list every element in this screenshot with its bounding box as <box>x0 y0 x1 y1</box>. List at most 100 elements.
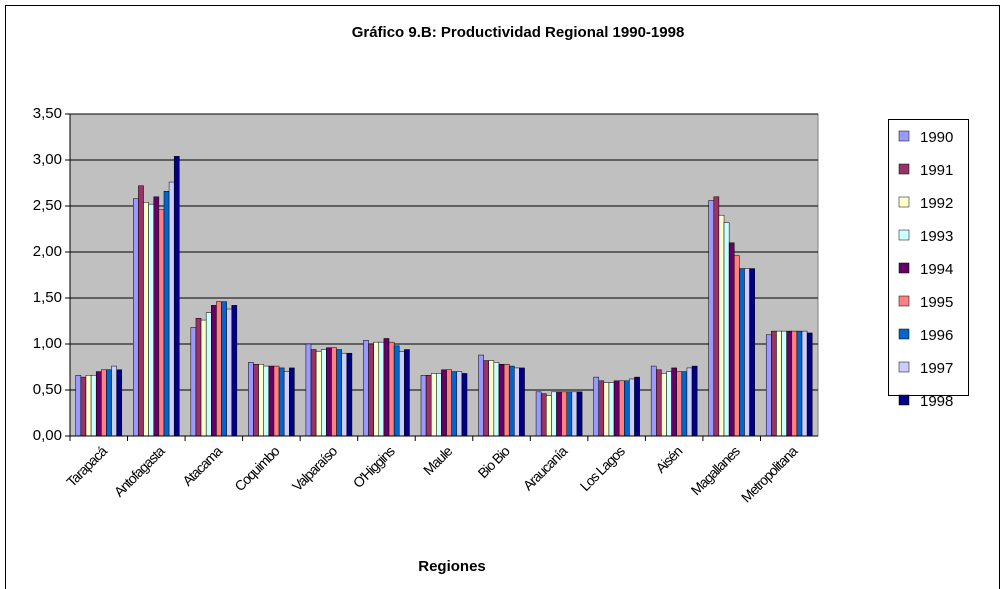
legend-label: 1992 <box>920 195 953 212</box>
bar <box>404 349 410 437</box>
bar <box>436 373 442 437</box>
y-tick-label: 0,00 <box>33 427 62 444</box>
bar <box>195 317 202 437</box>
bar <box>713 196 720 437</box>
bar <box>576 391 583 437</box>
legend-label: 1993 <box>920 228 953 245</box>
bar <box>744 268 750 437</box>
legend-swatch <box>898 130 910 142</box>
bar <box>718 214 725 437</box>
bar <box>446 369 452 437</box>
bar <box>739 268 745 437</box>
bar <box>143 202 149 437</box>
bar <box>666 371 672 437</box>
bar <box>451 371 458 437</box>
bar <box>430 373 437 437</box>
bar <box>388 341 395 437</box>
bar <box>483 360 490 437</box>
legend-label: 1996 <box>920 327 953 344</box>
bar <box>363 340 369 437</box>
y-tick-label: 1,50 <box>33 289 62 306</box>
bar <box>571 391 578 437</box>
legend-swatch <box>898 295 910 307</box>
bar <box>289 367 295 437</box>
legend-label: 1995 <box>920 294 953 311</box>
legend-swatch <box>898 361 910 373</box>
bar <box>656 369 662 437</box>
bar <box>101 369 107 437</box>
bar <box>90 375 97 437</box>
bar <box>273 365 280 437</box>
y-tick-label: 2,50 <box>33 197 62 214</box>
bar <box>383 338 390 437</box>
bar <box>148 203 155 437</box>
bar <box>493 362 500 437</box>
bar <box>661 373 667 437</box>
bar <box>566 391 573 437</box>
bar <box>398 351 405 437</box>
bar <box>315 351 322 437</box>
x-axis-title: Regiones <box>418 558 486 575</box>
legend-swatch <box>898 394 910 406</box>
bar <box>618 380 625 437</box>
bar <box>776 330 782 437</box>
bar <box>268 365 275 437</box>
bar <box>681 371 688 437</box>
bar <box>278 367 285 437</box>
bar <box>551 391 557 437</box>
bar <box>498 363 505 437</box>
bar <box>749 268 755 437</box>
bar <box>221 301 227 437</box>
bar <box>253 363 259 437</box>
bar <box>535 391 542 437</box>
bar <box>80 376 87 437</box>
bar <box>561 391 567 437</box>
bar <box>514 367 520 437</box>
bar <box>781 330 787 437</box>
bar <box>765 334 772 437</box>
bar <box>111 365 117 437</box>
bar <box>691 365 698 437</box>
bar <box>116 369 123 437</box>
bar <box>488 360 495 437</box>
bar <box>478 354 484 437</box>
bar <box>598 380 605 437</box>
bar <box>801 330 808 437</box>
bar <box>519 367 525 437</box>
legend-label: 1990 <box>920 129 953 146</box>
bar <box>420 375 427 437</box>
legend-swatch <box>898 163 910 175</box>
bar <box>346 352 353 437</box>
bar <box>85 375 92 437</box>
legend-label: 1998 <box>920 393 953 410</box>
bar <box>173 156 180 437</box>
bar <box>138 185 144 437</box>
legend-swatch <box>898 262 910 274</box>
bar <box>158 209 165 437</box>
bar <box>331 347 337 437</box>
bar <box>503 363 510 437</box>
bar <box>336 349 342 437</box>
bar <box>326 347 332 437</box>
bar <box>153 196 160 437</box>
bar <box>603 382 610 437</box>
y-tick-label: 3,00 <box>33 151 62 168</box>
bar <box>556 391 562 437</box>
bar <box>786 330 793 437</box>
bar <box>441 369 447 437</box>
bar <box>613 380 620 437</box>
bar <box>106 369 112 437</box>
bar <box>310 349 317 437</box>
bar <box>168 181 175 437</box>
chart-title: Gráfico 9.B: Productividad Regional 1990… <box>352 24 685 41</box>
bar <box>205 312 212 437</box>
legend-label: 1991 <box>920 162 953 179</box>
bar <box>608 382 615 437</box>
bar <box>733 255 740 437</box>
bar <box>508 365 515 437</box>
bar <box>728 242 735 437</box>
bar <box>211 305 217 437</box>
bar <box>771 330 777 437</box>
bar <box>263 365 270 437</box>
bar <box>75 375 82 437</box>
